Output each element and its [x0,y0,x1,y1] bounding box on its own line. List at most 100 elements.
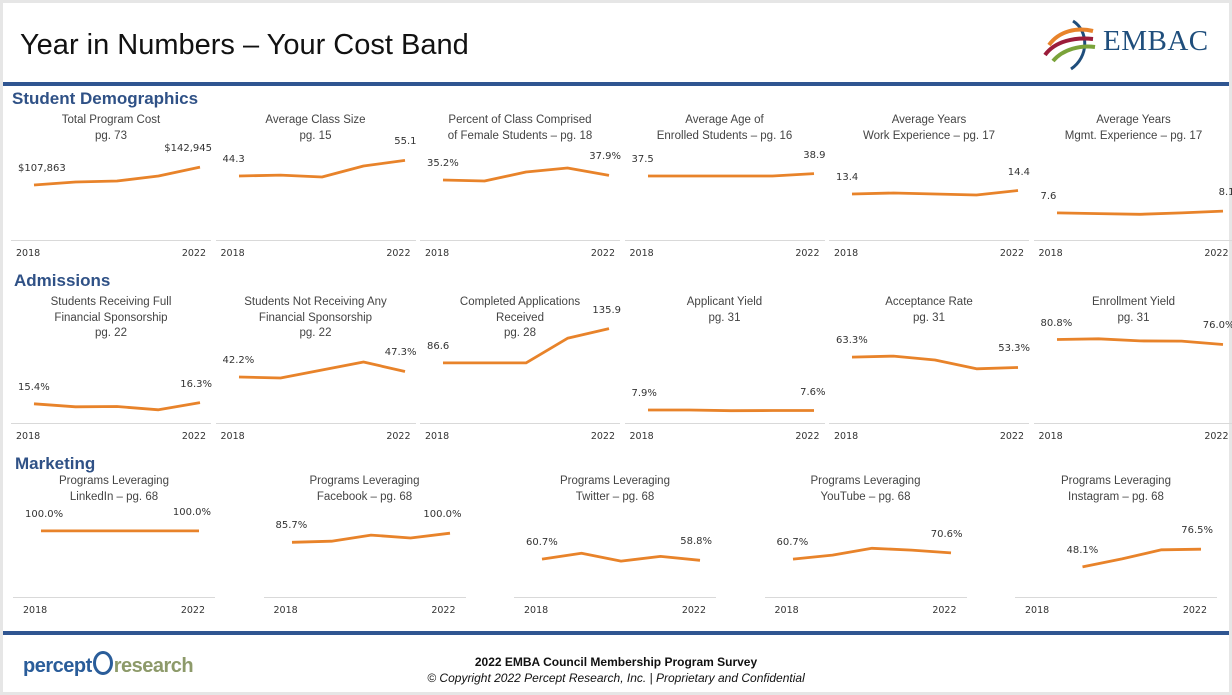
x-axis-line [420,423,620,424]
x-tick-label: 2018 [273,605,298,616]
slide: Year in Numbers – Your Cost Band EMBAC S… [3,3,1232,692]
chart-title-line: Instagram – pg. 68 [1068,490,1164,503]
x-tick-label: 2018 [1038,431,1063,442]
chart-title-line: Students Not Receiving Any [244,296,387,308]
value-label-start: 15.4% [18,381,50,393]
section-heading: Admissions [14,271,111,290]
chart-title-line: Financial Sponsorship [258,311,373,324]
x-axis-line [1015,597,1217,598]
chart-title: Average Age of Enrolled Students – pg. 16 [625,113,825,144]
x-tick-label: 2018 [16,431,41,442]
x-tick-label: 2022 [795,431,820,442]
chart-title-line: pg. 31 [1117,311,1150,324]
chart-title-line: LinkedIn – pg. 68 [69,490,159,503]
x-axis-line [624,423,825,424]
series-line [1056,337,1223,346]
x-tick-label: 2018 [629,248,654,259]
chart-title-line: pg. 31 [913,311,945,324]
series-line [442,166,610,183]
x-tick-label: 2018 [1038,248,1063,259]
percept-research-logo: percept research [23,651,194,678]
x-tick-label: 2018 [629,431,654,442]
x-tick-label: 2022 [590,431,615,442]
chart-title: Average Years Work Experience – pg. 17 [829,113,1029,144]
chart-title-line: Facebook – pg. 68 [316,490,413,503]
chart-title-line: pg. 22 [299,327,332,339]
chart-title-line: Programs Leveraging [309,475,420,487]
x-axis-line [514,597,716,598]
series-line [647,172,814,178]
chart-panel: Completed Applications Received pg. 28 2018… [420,295,621,445]
x-tick-label: 2018 [16,248,41,259]
chart-title: Programs Leveraging Twitter – pg. 68 [514,474,716,505]
value-label-start: 60.7% [776,537,809,549]
value-label-start: 35.2% [427,157,459,169]
chart-title-line: pg. 15 [299,129,332,142]
series-line [1082,547,1202,569]
x-tick-label: 2022 [180,605,205,616]
value-label-end: 58.8% [680,536,712,548]
chart-title-line: Work Experience – pg. 17 [862,129,996,142]
chart-title: Applicant Yield pg. 31 [625,295,825,326]
value-label-start: 85.7% [275,520,308,532]
chart-title: Students Not Receiving Any Financial Spon… [216,295,416,342]
chart-panel: Students Not Receiving Any Financial Spon… [215,295,417,445]
chart-title-line: Programs Leveraging [1061,475,1171,487]
value-label-end: $142,945 [164,143,212,155]
line-chart [647,408,814,413]
series-line [851,189,1019,197]
section-heading: Student Demographics [12,89,199,108]
chart-panel: Total Program Cost pg. 73 2018 2022 $107,863… [11,113,212,262]
chart-title-line: Mgmt. Experience – pg. 17 [1064,129,1203,142]
chart-title-line: Completed Applications [459,296,581,308]
value-label-start: 86.6 [427,340,450,352]
line-chart [238,159,405,179]
line-chart [792,546,951,561]
line-chart [442,327,610,365]
chart-title-line: Average Class Size [265,114,366,126]
chart-panel: Programs Leveraging Twitter – pg. 68 2018 2… [514,474,716,619]
footer-copyright: © Copyright 2022 Percept Research, Inc. … [427,671,805,685]
x-tick-label: 2022 [681,605,706,616]
chart-title-line: of Female Students – pg. 18 [447,129,593,142]
x-tick-label: 2022 [181,248,206,259]
line-chart [40,529,200,533]
value-label-end: 38.9 [803,149,826,161]
x-tick-label: 2018 [425,431,450,442]
chart-panel: Average Years Mgmt. Experience – pg. 17 20… [1033,113,1232,262]
footer-title: 2022 EMBA Council Membership Program Sur… [474,655,758,669]
chart-title-line: Students Receiving Full [50,296,172,308]
x-tick-label: 2018 [1025,605,1050,616]
logo-text-percept: percept [23,655,92,677]
x-tick-label: 2018 [774,605,799,616]
x-tick-label: 2022 [932,605,957,616]
line-chart [238,360,405,380]
chart-panel: Average Years Work Experience – pg. 17 201… [829,113,1030,262]
chart-title: Enrollment Yield pg. 31 [1034,295,1232,326]
line-chart [851,189,1019,197]
chart-panel: Average Class Size pg. 15 2018 2022 44.3 55.1 [215,113,417,262]
chart-title: Total Program Cost pg. 73 [11,113,211,144]
x-tick-label: 2022 [1204,431,1229,442]
line-chart [1056,337,1223,346]
section-heading: Marketing [15,454,96,473]
chart-title-line: Twitter – pg. 68 [575,490,655,503]
line-chart [33,165,201,187]
x-tick-label: 2018 [220,248,245,259]
value-label-start: 7.6 [1040,190,1057,202]
x-tick-label: 2022 [1204,248,1229,259]
chart-title: Average Years Mgmt. Experience – pg. 17 [1034,113,1232,144]
x-tick-label: 2022 [795,248,820,259]
x-tick-label: 2018 [524,605,549,616]
chart-title: Programs Leveraging LinkedIn – pg. 68 [13,474,215,505]
value-label-end: 7.6% [800,386,826,398]
series-line [792,546,951,561]
series-line [851,354,1019,371]
chart-title-line: pg. 31 [708,311,741,324]
x-tick-label: 2022 [181,431,206,442]
value-label-start: 63.3% [836,335,868,347]
x-tick-label: 2018 [834,248,859,259]
value-label-end: 8.1 [1218,187,1232,199]
chart-title-line: Programs Leveraging [810,475,921,487]
chart-title-line: Programs Leveraging [59,475,169,487]
